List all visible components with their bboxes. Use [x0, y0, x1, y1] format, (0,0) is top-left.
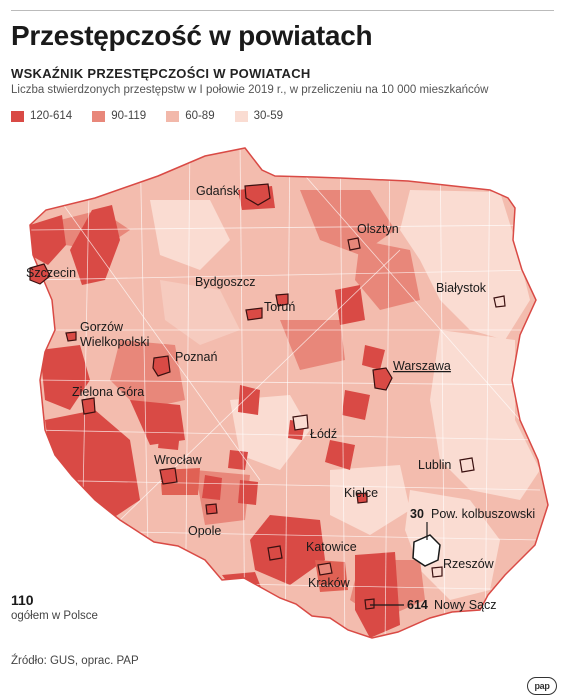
- city-shape-gdansk: [244, 183, 271, 206]
- city-shape-opole: [205, 503, 218, 515]
- region-lubelskie-light: [430, 330, 540, 500]
- city-label-wroclaw: Wrocław: [154, 453, 203, 467]
- city-shape-bydgoszcz: [245, 307, 263, 321]
- region-lubuskie-high: [40, 345, 90, 410]
- region-koszalin-high: [70, 205, 120, 285]
- national-label: ogółem w Polsce: [11, 610, 98, 622]
- poland-outline: [29, 147, 549, 639]
- region-olawa-high: [202, 475, 222, 500]
- region-warsaw-north-high: [362, 345, 385, 370]
- city-label-lublin: Lublin: [418, 458, 451, 472]
- city-shape-rzeszow: [431, 566, 443, 578]
- legend-label: 120-614: [30, 110, 73, 122]
- region-nowy-sacz-area-high: [355, 552, 400, 638]
- city-shape-krakow: [317, 562, 333, 576]
- city-label-opole: Opole: [188, 524, 221, 538]
- city-label-bydgoszcz: Bydgoszcz: [195, 275, 255, 289]
- legend-label: 30-59: [253, 110, 284, 122]
- region-podkarpackie-light: [405, 490, 500, 600]
- city-shape-kielce: [356, 492, 368, 504]
- kolbuszowski-value: 30: [410, 507, 424, 521]
- powiat-kolbuszowski-shape: [412, 534, 441, 567]
- legend-label: 60-89: [185, 110, 215, 122]
- city-label-zielona-gora: Zielona Góra: [72, 385, 144, 399]
- nowy-sacz-value: 614: [407, 598, 428, 612]
- source-note: Źródło: GUS, oprac. PAP: [11, 655, 139, 667]
- city-shape-bialystok: [493, 295, 506, 308]
- city-label-warszawa: Warszawa: [393, 359, 451, 373]
- region-kujawy-mid: [160, 280, 240, 345]
- city-label-katowice: Katowice: [306, 540, 357, 554]
- city-shape-poznan: [152, 355, 171, 377]
- city-shape-nowy-sacz: [364, 598, 375, 610]
- region-pomorze-light: [150, 200, 230, 270]
- legend-swatch: [166, 110, 180, 122]
- region-radom-high: [342, 390, 370, 420]
- region-kalisz-high: [238, 385, 260, 415]
- city-label-szczecin: Szczecin: [26, 266, 76, 280]
- city-shape-zielona-gora: [81, 397, 96, 415]
- city-label-gorzow: Gorzów: [80, 320, 124, 334]
- city-shape-torun: [275, 293, 289, 307]
- legend-swatch: [92, 110, 106, 122]
- map-subtitle: WSKAŹNIK PRZESTĘPCZOŚCI W POWIATACH: [11, 66, 311, 81]
- region-coast-west-high: [30, 215, 66, 265]
- nowy-sacz-label: Nowy Sącz: [434, 598, 497, 612]
- city-outlines: [29, 183, 506, 610]
- kolbuszowski-label: Pow. kolbuszowski: [431, 507, 535, 521]
- region-mazury-medium: [355, 240, 420, 310]
- city-shape-lodz: [292, 414, 309, 431]
- region-swietokrzyskie-light: [330, 465, 410, 535]
- city-shape-wroclaw: [159, 467, 178, 485]
- legend-label: 90-119: [111, 110, 147, 122]
- city-label-rzeszow: Rzeszów: [443, 557, 495, 571]
- region-plock-medium: [280, 320, 345, 370]
- city-shape-szczecin: [29, 263, 51, 285]
- city-labels: Gdańsk Olsztyn Szczecin Bydgoszcz Toruń …: [26, 184, 495, 590]
- map-description: Liczba stwierdzonych przestępstw w I poł…: [11, 84, 489, 96]
- legend-item-60-89: 60-89: [166, 110, 215, 122]
- legend: 120-614 90-119 60-89 30-59: [11, 110, 303, 122]
- page-title: Przestępczość w powiatach: [11, 20, 373, 51]
- legend-swatch: [11, 110, 24, 122]
- legend-item-30-59: 30-59: [234, 110, 284, 122]
- city-shape-warszawa: [372, 367, 393, 391]
- region-warmia-medium: [300, 190, 395, 255]
- region-legnica-high: [158, 430, 180, 450]
- city-shape-olsztyn: [347, 237, 361, 251]
- top-rule: [11, 10, 554, 11]
- city-label-krakow: Kraków: [308, 576, 351, 590]
- national-value: 110: [11, 592, 34, 608]
- legend-item-90-119: 90-119: [92, 110, 146, 122]
- city-shape-katowice: [267, 545, 283, 561]
- legend-item-120-614: 120-614: [11, 110, 72, 122]
- city-label-lodz: Łódź: [310, 427, 337, 441]
- region-raciborz-high: [222, 572, 262, 600]
- legend-swatch: [234, 110, 248, 122]
- region-ostroleka-high: [335, 285, 365, 325]
- region-slask-high: [250, 515, 325, 585]
- city-shape-lublin: [459, 457, 475, 473]
- pap-logo: pap: [527, 677, 557, 695]
- region-piotrkow-high: [325, 440, 355, 470]
- city-label-torun: Toruń: [264, 300, 295, 314]
- city-label-poznan: Poznań: [175, 350, 217, 364]
- city-label-kielce: Kielce: [344, 486, 378, 500]
- region-dolny-slask-west-high: [45, 410, 140, 520]
- city-label-wielkopolski: Wielkopolski: [80, 335, 149, 349]
- city-shape-gorzow: [65, 331, 77, 342]
- city-label-bialystok: Białystok: [436, 281, 487, 295]
- region-olesnica-high: [228, 450, 248, 470]
- city-label-gdansk: Gdańsk: [196, 184, 240, 198]
- city-label-olsztyn: Olsztyn: [357, 222, 399, 236]
